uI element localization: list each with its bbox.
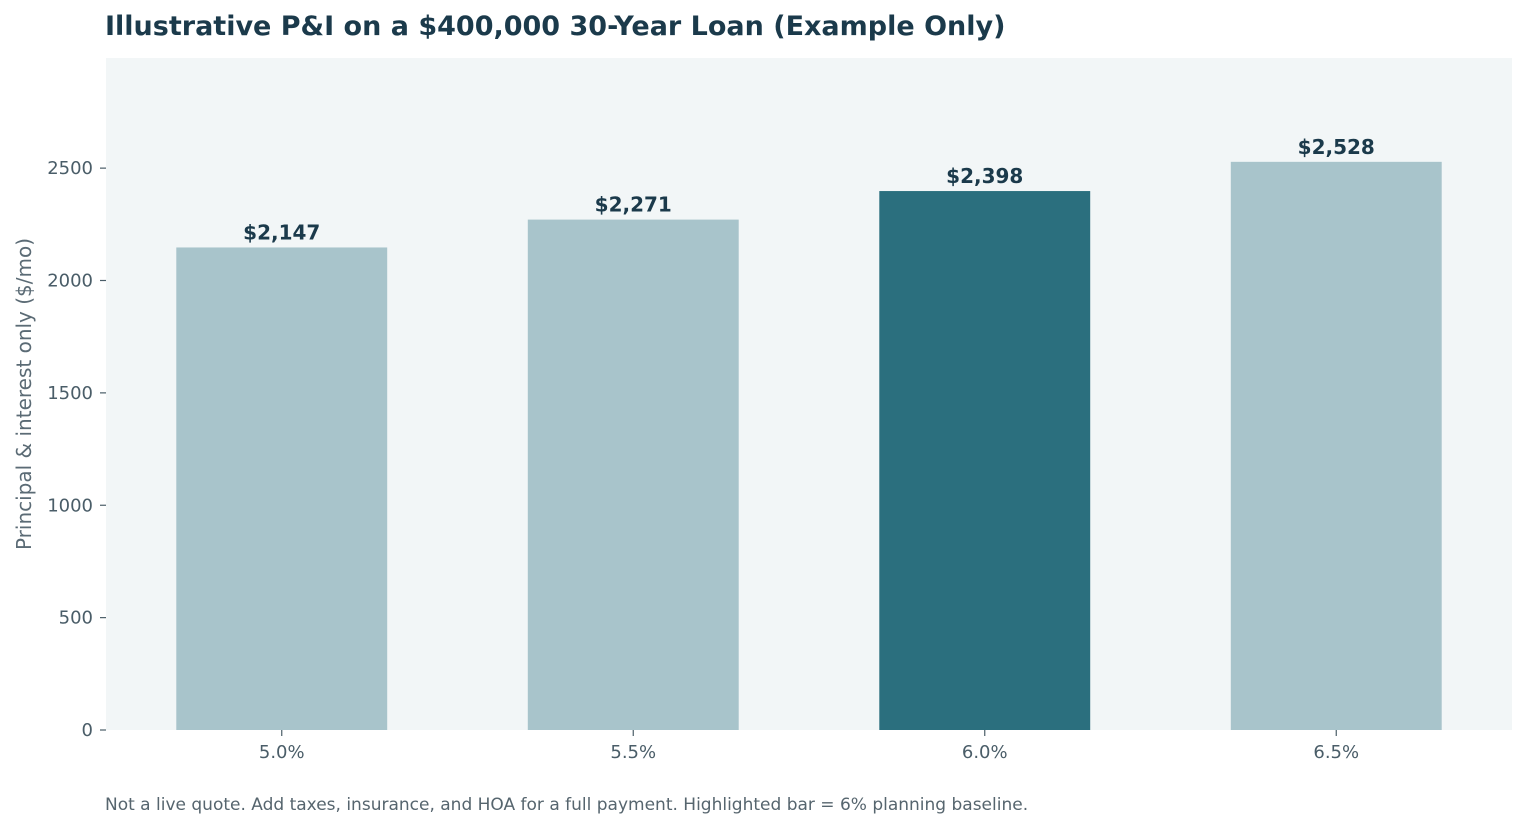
bar-6-5	[1230, 161, 1442, 730]
y-tick-label: 2000	[47, 271, 93, 292]
bar-5-0	[176, 247, 388, 730]
bar-value-label: $2,528	[1298, 135, 1375, 159]
bar-value-label: $2,398	[946, 164, 1023, 188]
bar-value-label: $2,271	[595, 193, 672, 217]
footnote: Not a live quote. Add taxes, insurance, …	[105, 795, 1028, 815]
x-tick-label: 5.5%	[610, 742, 656, 763]
y-tick-label: 2500	[47, 158, 93, 179]
bar-value-label: $2,147	[243, 220, 320, 244]
y-tick-label: 1000	[47, 495, 93, 516]
chart-title: Illustrative P&I on a $400,000 30-Year L…	[105, 11, 1005, 42]
x-axis: 5.0% 5.5% 6.0% 6.5%	[259, 730, 1359, 763]
x-tick-label: 6.5%	[1313, 742, 1359, 763]
y-axis-label: Principal & interest only ($/mo)	[12, 238, 36, 550]
y-tick-label: 0	[82, 720, 93, 741]
bars-layer	[176, 161, 1442, 731]
y-tick-label: 1500	[47, 383, 93, 404]
y-axis: 0 500 1000 1500 2000 2500	[47, 158, 106, 741]
x-tick-label: 5.0%	[259, 742, 305, 763]
value-labels-layer: $2,147 $2,271 $2,398 $2,528	[243, 135, 1375, 245]
y-tick-label: 500	[59, 608, 93, 629]
bar-5-5	[527, 219, 739, 730]
bar-6-0-highlighted	[879, 191, 1091, 731]
x-tick-label: 6.0%	[962, 742, 1008, 763]
